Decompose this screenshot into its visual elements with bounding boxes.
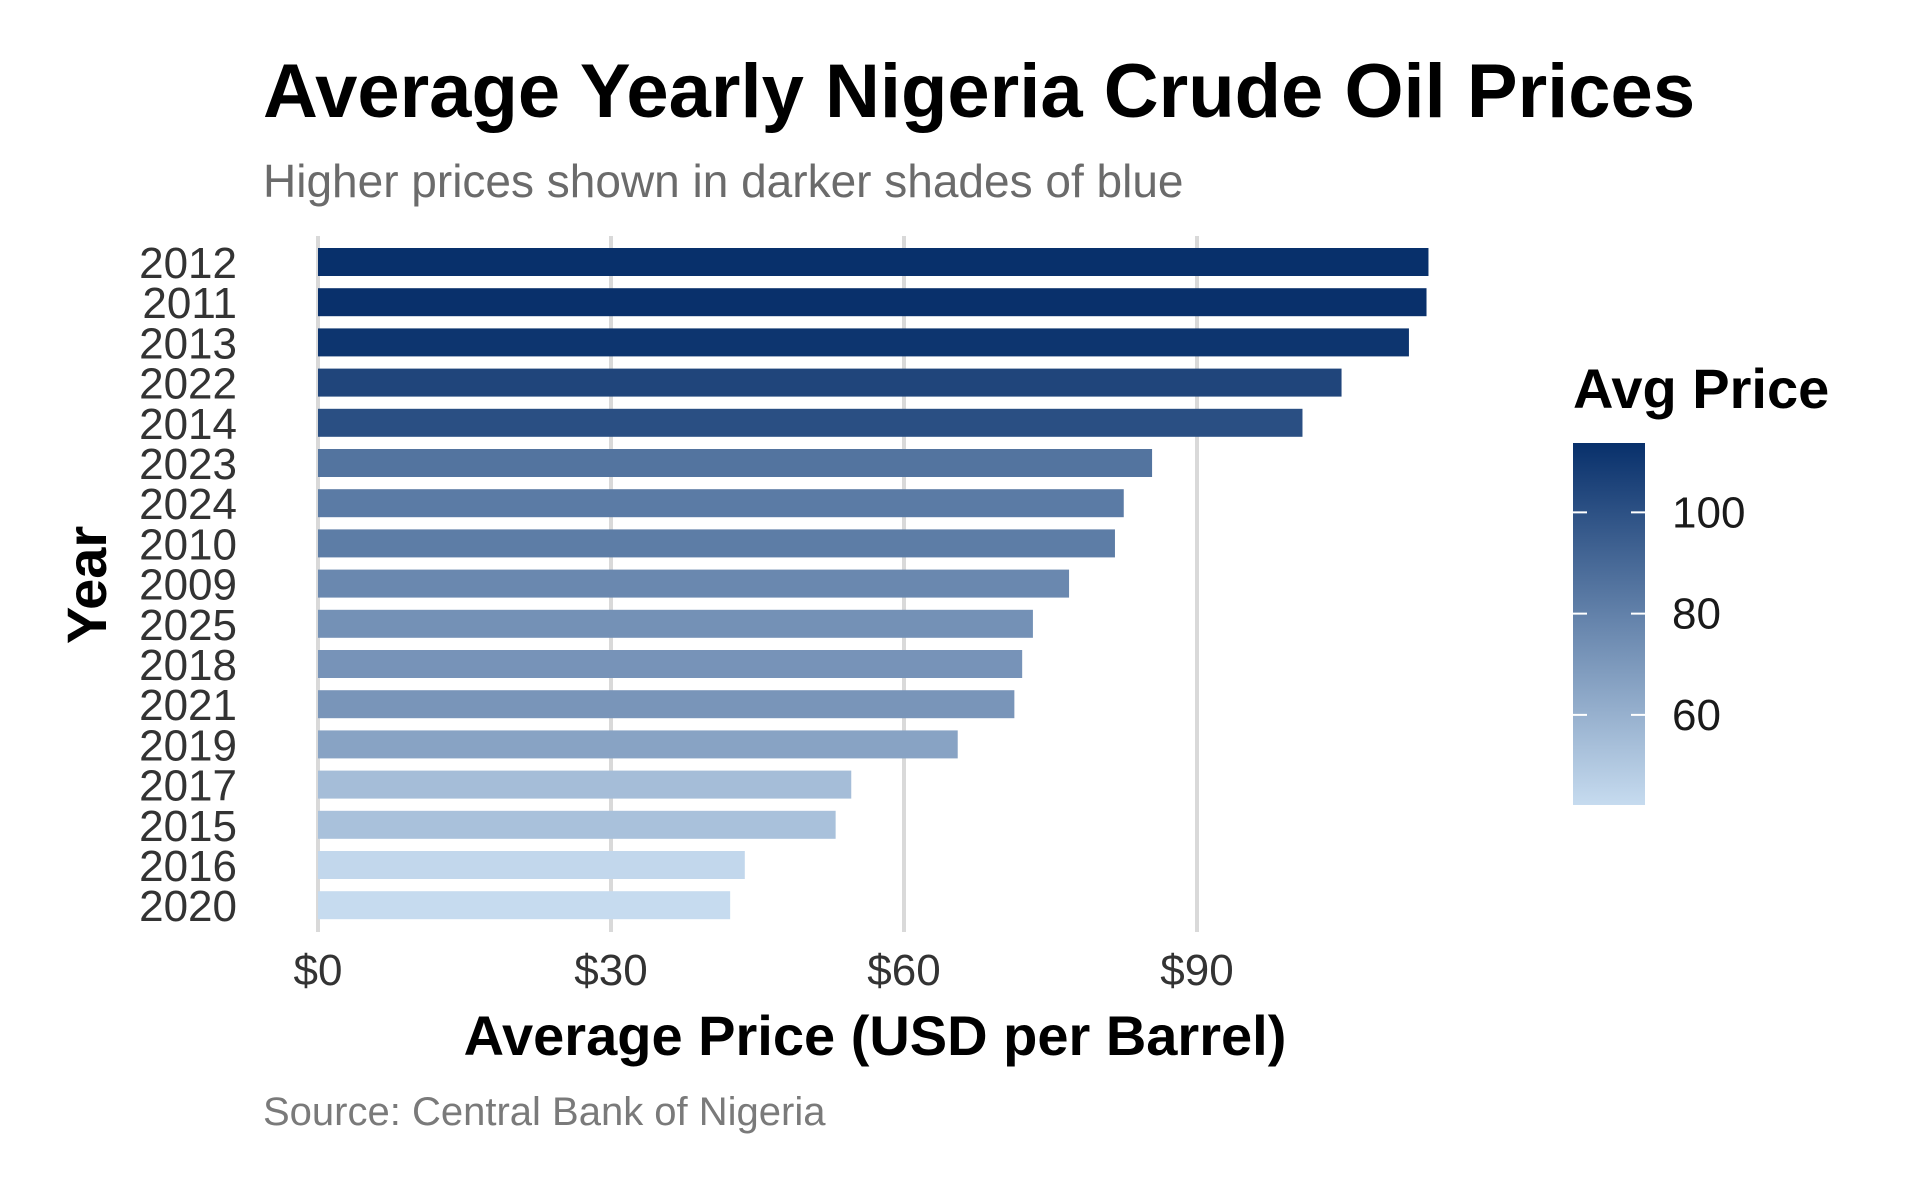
x-tick-label: $90	[1160, 946, 1233, 995]
y-tick-label: 2023	[139, 440, 237, 489]
bar-2017	[318, 770, 852, 799]
y-tick-label: 2016	[139, 842, 237, 891]
y-tick-label: 2025	[139, 601, 237, 650]
bar-2025	[318, 609, 1033, 638]
y-tick-label: 2018	[139, 641, 237, 690]
legend-ticks: 100 80 60	[1573, 488, 1745, 740]
bar-2009	[318, 569, 1070, 598]
bar-2013	[318, 328, 1409, 357]
y-tick-label: 2015	[139, 802, 237, 851]
y-tick-label: 2009	[139, 561, 237, 610]
bar-2015	[318, 810, 836, 839]
y-tick-label: 2020	[139, 882, 237, 931]
bar-2024	[318, 489, 1124, 518]
bar-2011	[318, 288, 1427, 317]
x-tick-label: $30	[574, 946, 647, 995]
bar-2010	[318, 529, 1115, 558]
x-tick-label: $60	[867, 946, 940, 995]
y-tick-label: 2022	[139, 360, 237, 409]
bar-2020	[318, 891, 731, 920]
bar-2016	[318, 851, 745, 879]
y-tick-label: 2021	[139, 681, 237, 730]
x-axis-title: Average Price (USD per Barrel)	[464, 1004, 1287, 1067]
bar-2023	[318, 449, 1153, 477]
bar-2022	[318, 368, 1342, 397]
y-tick-label: 2024	[139, 480, 237, 529]
legend: Avg Price 100 80 60	[1573, 357, 1829, 805]
legend-color-bar	[1573, 443, 1645, 805]
y-tick-label: 2017	[139, 762, 237, 811]
bar-2012	[318, 248, 1429, 276]
legend-tick-label: 100	[1672, 488, 1745, 537]
x-tick-labels: $0 $30 $60 $90	[294, 946, 1234, 995]
y-tick-label: 2014	[139, 400, 237, 449]
y-tick-labels: 2012201120132022201420232024201020092025…	[139, 239, 237, 931]
y-tick-label: 2019	[139, 721, 237, 770]
y-axis-title: Year	[55, 526, 118, 644]
y-tick-label: 2011	[142, 279, 237, 328]
bars	[318, 248, 1429, 920]
y-tick-label: 2010	[139, 520, 237, 569]
bar-2018	[318, 650, 1023, 678]
chart-title: Average Yearly Nigeria Crude Oil Prices	[263, 49, 1695, 134]
bar-2019	[318, 730, 958, 759]
bar-2014	[318, 408, 1303, 437]
bar-2021	[318, 690, 1015, 719]
legend-tick-label: 60	[1672, 691, 1721, 740]
y-tick-label: 2012	[139, 239, 237, 288]
legend-title: Avg Price	[1573, 357, 1829, 420]
chart-caption: Source: Central Bank of Nigeria	[263, 1090, 826, 1134]
y-tick-label: 2013	[139, 319, 237, 368]
chart-subtitle: Higher prices shown in darker shades of …	[263, 155, 1184, 207]
legend-tick-label: 80	[1672, 590, 1721, 639]
x-tick-label: $0	[294, 946, 343, 995]
